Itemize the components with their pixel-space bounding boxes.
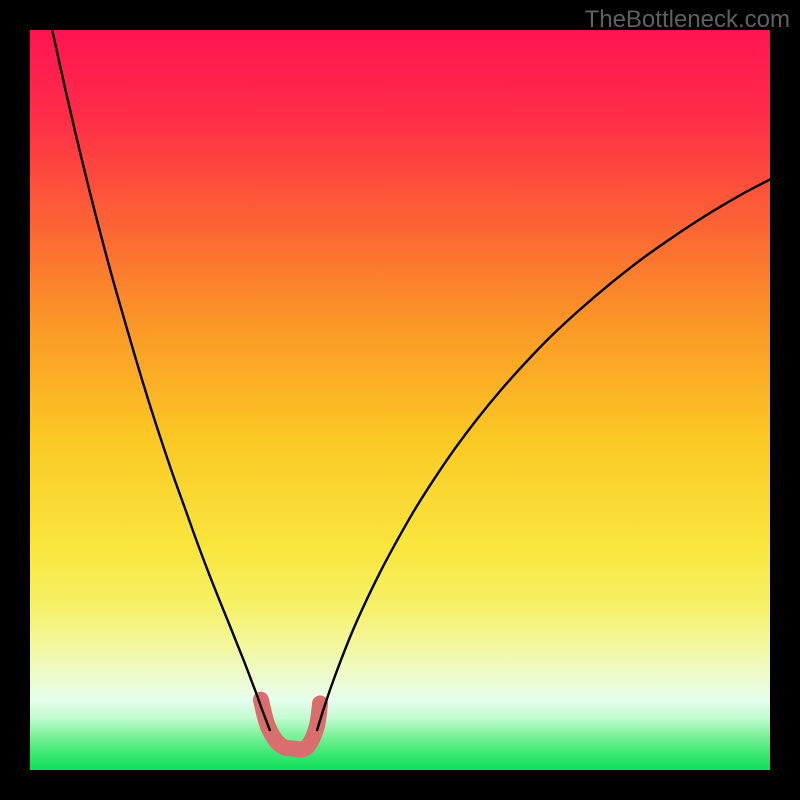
plot-svg — [30, 30, 770, 770]
gradient-background — [30, 30, 770, 770]
chart-frame: TheBottleneck.com — [0, 0, 800, 800]
plot-area — [30, 30, 770, 770]
